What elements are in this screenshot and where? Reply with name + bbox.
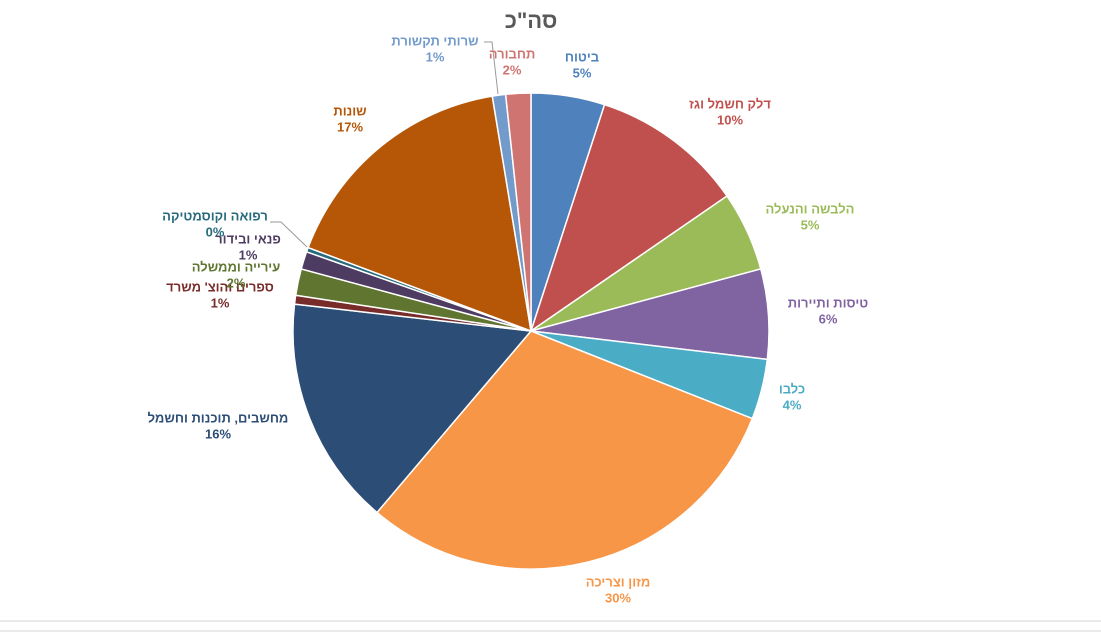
pie-slice (307, 95, 532, 333)
pie-slice (375, 330, 754, 570)
value-label: 6% (819, 311, 838, 326)
value-label: 10% (717, 112, 743, 127)
category-label: פנאי ובידור (215, 231, 281, 246)
value-label: 0% (206, 224, 225, 239)
category-label: הלבשה והנעלה (766, 201, 855, 216)
pie-slice (292, 303, 533, 514)
category-label: עירייה וממשלה (192, 259, 281, 274)
category-label: שונות (333, 103, 366, 118)
value-label: 5% (801, 217, 820, 232)
chart-title: סה"כ (505, 8, 558, 33)
value-label: 2% (503, 62, 522, 77)
category-label: שרותי תקשורת (391, 33, 478, 48)
pie-slice (529, 103, 729, 333)
category-label: מחשבים, תוכנות וחשמל (148, 410, 289, 425)
leader-line (270, 221, 308, 248)
pie-slice (504, 92, 532, 332)
value-label: 5% (573, 65, 592, 80)
category-label: כלבו (779, 381, 805, 396)
category-label: ביטוח (565, 49, 599, 64)
category-label: דלק חשמל וגז (689, 96, 771, 111)
value-label: 16% (205, 426, 231, 441)
value-label: 1% (211, 295, 230, 310)
value-label: 4% (783, 397, 802, 412)
category-label: רפואה וקוסמטיקה (162, 208, 268, 223)
leader-line (484, 41, 499, 95)
category-label: מזון וצריכה (586, 574, 651, 589)
value-label: 1% (239, 247, 258, 262)
category-label: טיסות ותיירות (788, 295, 868, 310)
value-label: 30% (605, 590, 631, 605)
category-label: ספרים והוצ' משרד (166, 279, 274, 294)
value-label: 17% (337, 119, 363, 134)
value-label: 1% (426, 49, 445, 64)
value-label: 2% (227, 275, 246, 290)
category-label: תחבורה (489, 46, 536, 61)
